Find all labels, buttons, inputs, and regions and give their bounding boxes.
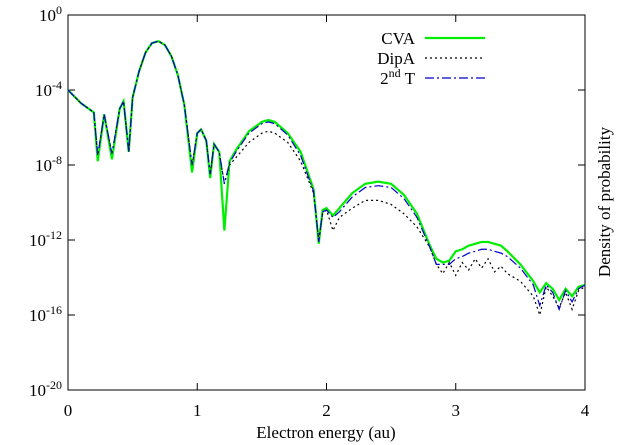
x-tick-label: 2 [322, 401, 331, 420]
y-tick-label: 10-12 [29, 228, 62, 250]
legend-label: 2nd T [380, 66, 415, 88]
x-tick-label: 3 [452, 401, 461, 420]
series-line [67, 40, 586, 303]
y-tick-label: 10-20 [29, 378, 62, 400]
y-tick-label: 10-8 [35, 153, 62, 175]
x-tick-label: 4 [581, 401, 590, 420]
legend-label: DipA [377, 49, 416, 68]
x-tick-label: 0 [64, 401, 73, 420]
y-tick-label: 10-4 [35, 78, 62, 100]
y-tick-label: 10-16 [29, 303, 62, 325]
legend-label: CVA [381, 29, 415, 48]
plot-frame [67, 14, 586, 391]
y-tick-label: 100 [39, 3, 62, 25]
x-axis-label: Electron energy (au) [256, 423, 395, 442]
series-line [67, 40, 586, 312]
y-axis-label: Density of probability [595, 126, 614, 277]
x-tick-label: 1 [193, 401, 202, 420]
series-line [67, 40, 586, 318]
